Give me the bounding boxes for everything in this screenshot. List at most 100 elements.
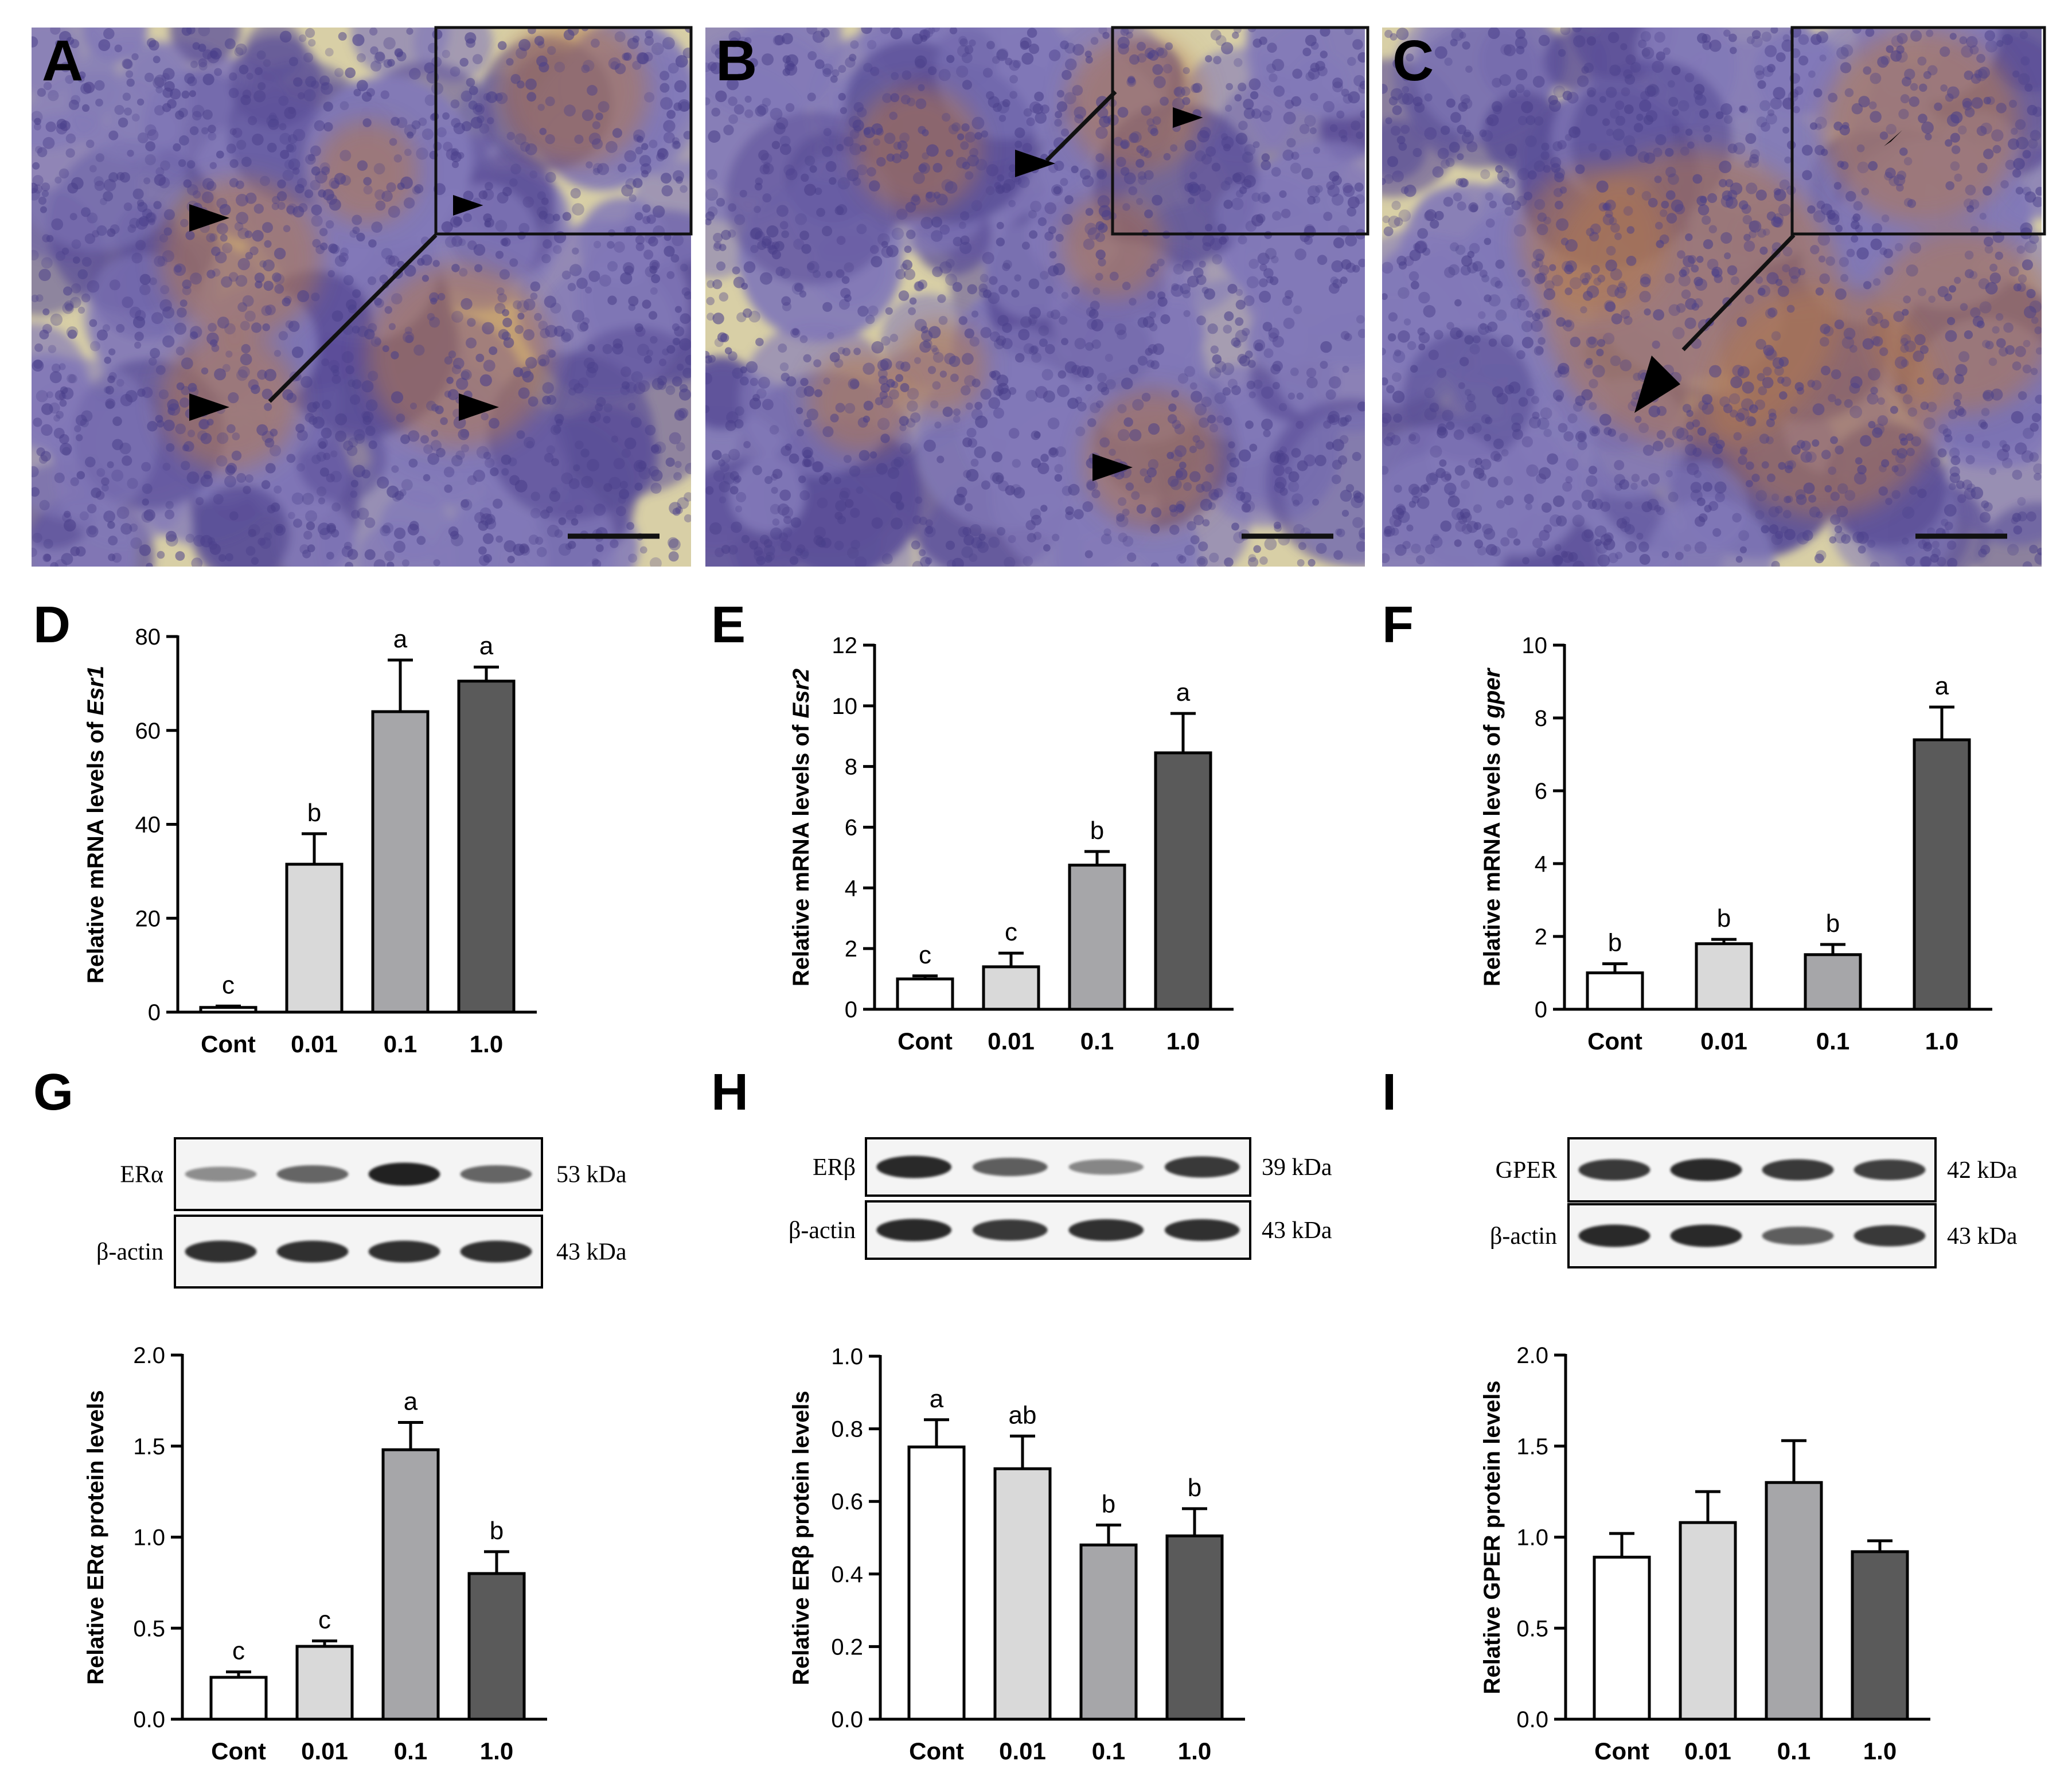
nucleus bbox=[721, 545, 731, 554]
nucleus bbox=[364, 549, 376, 560]
nucleus bbox=[272, 272, 282, 282]
nucleus bbox=[1342, 365, 1349, 373]
nucleus bbox=[2002, 444, 2011, 452]
nucleus bbox=[1738, 455, 1747, 465]
nucleus bbox=[1830, 491, 1840, 501]
nucleus bbox=[2024, 83, 2033, 92]
nucleus bbox=[900, 263, 908, 271]
nucleus bbox=[1281, 209, 1291, 218]
nucleus bbox=[645, 30, 654, 39]
nucleus bbox=[1461, 98, 1473, 110]
nucleus bbox=[668, 63, 679, 74]
nucleus bbox=[1229, 457, 1240, 468]
nucleus bbox=[1501, 177, 1509, 185]
nucleus bbox=[1223, 325, 1232, 334]
nucleus bbox=[922, 152, 929, 160]
nucleus bbox=[157, 256, 168, 267]
nucleus bbox=[1227, 472, 1238, 483]
nucleus bbox=[803, 419, 812, 428]
nucleus bbox=[1743, 233, 1751, 241]
nucleus bbox=[1917, 377, 1925, 385]
nucleus bbox=[1323, 212, 1333, 221]
nucleus bbox=[1351, 120, 1361, 131]
nucleus bbox=[1191, 391, 1203, 403]
nucleus bbox=[264, 532, 272, 541]
nucleus bbox=[1002, 99, 1010, 107]
nucleus bbox=[1938, 424, 1949, 434]
nucleus bbox=[1755, 510, 1765, 520]
nucleus bbox=[937, 455, 945, 463]
nucleus bbox=[1085, 384, 1092, 392]
nucleus bbox=[754, 546, 763, 556]
nucleus bbox=[1323, 101, 1334, 112]
nucleus bbox=[1099, 437, 1110, 448]
nucleus bbox=[469, 85, 478, 95]
nucleus bbox=[61, 247, 69, 255]
nucleus bbox=[494, 303, 506, 314]
nucleus bbox=[510, 74, 521, 84]
nucleus bbox=[1985, 282, 1998, 295]
nucleus bbox=[1298, 542, 1306, 551]
nucleus bbox=[96, 329, 108, 341]
nucleus bbox=[1715, 111, 1724, 119]
nucleus bbox=[1465, 65, 1473, 73]
nucleus bbox=[253, 90, 266, 103]
nucleus bbox=[43, 81, 52, 91]
nucleus bbox=[261, 480, 271, 489]
nucleus bbox=[301, 376, 313, 388]
nucleus bbox=[2032, 196, 2042, 208]
nucleus bbox=[922, 129, 929, 136]
nucleus bbox=[1040, 454, 1049, 462]
nucleus bbox=[998, 115, 1006, 122]
nucleus bbox=[673, 472, 682, 481]
nucleus bbox=[1301, 167, 1313, 179]
nucleus bbox=[277, 202, 286, 210]
nucleus bbox=[891, 227, 904, 240]
nucleus bbox=[1396, 28, 1409, 40]
nucleus bbox=[495, 92, 508, 104]
nucleus bbox=[108, 172, 119, 182]
nucleus bbox=[1029, 101, 1041, 114]
nucleus bbox=[961, 52, 973, 64]
nucleus bbox=[142, 208, 153, 219]
nucleus bbox=[1641, 48, 1650, 57]
nucleus bbox=[1888, 175, 1899, 186]
nucleus bbox=[2015, 186, 2024, 195]
nucleus bbox=[1696, 497, 1706, 506]
nucleus bbox=[516, 80, 525, 89]
nucleus bbox=[1273, 521, 1281, 529]
y-tick-label: 1.0 bbox=[831, 1344, 863, 1369]
nucleus bbox=[1028, 278, 1040, 290]
nucleus bbox=[287, 134, 298, 144]
x-tick-label: 0.01 bbox=[1684, 1738, 1731, 1765]
nucleus bbox=[274, 485, 282, 494]
nucleus bbox=[1219, 236, 1227, 245]
nucleus bbox=[607, 295, 617, 305]
nucleus bbox=[418, 118, 427, 126]
nucleus bbox=[485, 518, 497, 530]
nucleus bbox=[414, 184, 424, 194]
nucleus bbox=[326, 473, 335, 483]
nucleus bbox=[1272, 361, 1283, 372]
nucleus bbox=[829, 352, 840, 362]
nucleus bbox=[1809, 506, 1820, 518]
nucleus bbox=[881, 241, 888, 248]
panel-letter: H bbox=[711, 1064, 748, 1121]
nucleus bbox=[181, 90, 190, 99]
nucleus bbox=[64, 519, 76, 532]
nucleus bbox=[1641, 479, 1648, 487]
significance-letter: a bbox=[393, 625, 408, 653]
nucleus bbox=[945, 149, 954, 157]
nucleus bbox=[542, 395, 551, 405]
nucleus bbox=[112, 553, 122, 563]
nucleus bbox=[161, 73, 170, 81]
nucleus bbox=[387, 561, 395, 567]
nucleus bbox=[32, 533, 42, 543]
nucleus bbox=[107, 521, 115, 529]
nucleus bbox=[1815, 287, 1824, 296]
nucleus bbox=[2011, 127, 2018, 135]
nucleus bbox=[1121, 140, 1129, 149]
nucleus bbox=[228, 392, 239, 404]
nucleus bbox=[1656, 506, 1665, 516]
nucleus bbox=[1730, 276, 1739, 285]
